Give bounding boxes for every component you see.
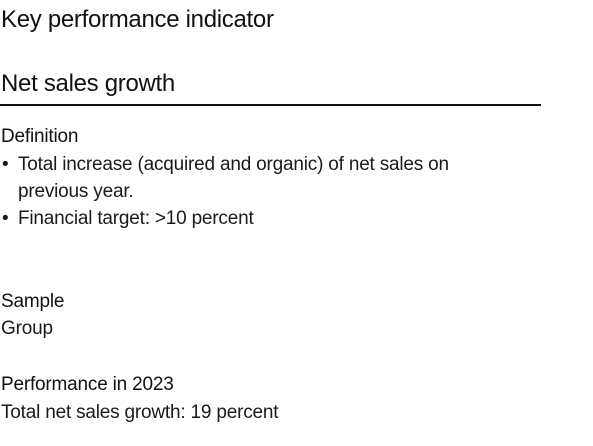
performance-value: Total net sales growth: 19 percent [1, 402, 279, 423]
bullet-icon: • [2, 208, 9, 229]
sample-label: Sample [1, 291, 65, 312]
definition-bullet-text: Financial target: >10 percent [18, 208, 254, 229]
list-item: • Financial target: >10 percent [0, 205, 500, 232]
bullet-icon: • [2, 154, 9, 175]
definition-list: • Total increase (acquired and organic) … [0, 151, 500, 232]
definition-label: Definition [1, 126, 79, 147]
list-item: • Total increase (acquired and organic) … [0, 151, 500, 205]
sample-value: Group [1, 318, 53, 339]
page-title: Key performance indicator [1, 6, 274, 33]
metric-title: Net sales growth [1, 70, 175, 97]
divider [0, 104, 541, 106]
performance-label: Performance in 2023 [1, 374, 174, 395]
definition-bullet-text: Total increase (acquired and organic) of… [18, 154, 449, 202]
